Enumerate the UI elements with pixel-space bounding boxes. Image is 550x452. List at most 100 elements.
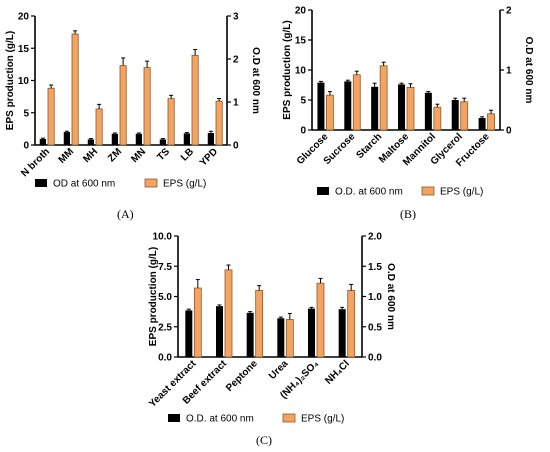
od-bar <box>87 139 94 145</box>
y2-axis-label: O.D at 600 nm <box>523 37 534 104</box>
od-bar <box>451 100 459 130</box>
od-bar <box>424 92 432 130</box>
legend-swatch-eps <box>421 186 435 196</box>
category-label: MN <box>129 146 148 165</box>
left-tick-label: 20 <box>18 12 30 23</box>
od-bar <box>63 132 70 145</box>
left-tick-label: 0 <box>300 126 306 137</box>
legend-swatch-od <box>35 179 47 187</box>
left-tick-label: 2.5 <box>158 322 172 333</box>
y2-axis-label: O.D at 600 nm <box>385 263 396 330</box>
eps-bar <box>167 98 175 146</box>
left-tick-label: 10 <box>18 76 30 87</box>
category-label: MM <box>57 146 77 166</box>
left-tick-label: 15 <box>18 44 30 55</box>
legend: O.D. at 600 nm EPS (g/L) <box>317 187 483 198</box>
od-bar <box>216 306 223 357</box>
od-bar <box>246 312 254 357</box>
category-label: MH <box>81 146 100 165</box>
eps-bar <box>47 87 55 146</box>
od-bar <box>183 133 190 145</box>
legend: OD at 600 nm EPS (g/L) <box>35 179 206 190</box>
right-tick-label: 1.5 <box>368 262 382 273</box>
eps-bar <box>406 87 415 131</box>
right-tick-label: 3 <box>233 12 239 23</box>
eps-bar <box>460 101 469 131</box>
eps-bar <box>215 100 223 146</box>
eps-bar <box>352 74 361 131</box>
od-bar <box>371 86 379 130</box>
eps-bar <box>487 113 495 131</box>
right-tick-label: 0 <box>233 141 239 152</box>
left-tick-label: 15 <box>295 36 307 47</box>
legend-label-eps: EPS (g/L) <box>440 187 483 198</box>
right-tick-label: 1.0 <box>368 292 382 303</box>
legend-swatch-od <box>317 187 329 195</box>
od-bar <box>277 318 285 357</box>
caption-b: (B) <box>400 207 416 221</box>
legend-swatch-od <box>168 414 180 422</box>
y-axis-label: EPS production (g/L) <box>148 247 159 346</box>
od-bar <box>338 309 346 357</box>
eps-bar <box>224 269 233 358</box>
category-label: Peptone <box>224 358 260 394</box>
right-tick-label: 2 <box>233 55 239 66</box>
chart-c: 0.0 2.5 5.0 7.5 10.0 0.0 0.5 1.0 1.5 2.0 EPS produ… <box>147 232 396 425</box>
category-label: NH₄Cl <box>323 358 352 387</box>
left-tick-label: 7.5 <box>158 262 172 273</box>
od-bar <box>135 133 142 145</box>
od-bar <box>159 139 166 145</box>
caption-c: (C) <box>256 433 272 447</box>
category-label: Urea <box>267 358 291 382</box>
eps-bar <box>255 290 264 358</box>
od-bar <box>308 308 315 357</box>
legend: O.D. at 600 nm EPS (g/L) <box>168 414 344 425</box>
eps-bar <box>193 287 202 358</box>
right-tick-label: 1 <box>233 98 239 109</box>
od-bar <box>207 132 214 145</box>
chart-b: 0 5 10 15 20 0 1 2 EPS production (g/L) O.D at 60… <box>282 6 534 198</box>
right-tick-label: 0.5 <box>368 322 382 333</box>
eps-bar <box>119 65 127 146</box>
legend-label-eps: EPS (g/L) <box>163 179 206 190</box>
legend-label-od: O.D. at 600 nm <box>186 414 254 425</box>
legend-swatch-eps <box>282 413 296 423</box>
eps-bar <box>71 33 79 146</box>
left-tick-label: 5.0 <box>158 292 172 303</box>
category-label: ZM <box>106 146 124 164</box>
left-tick-label: 0 <box>23 141 29 152</box>
eps-bar <box>433 106 442 131</box>
y-axis-label: EPS production (g/L) <box>5 31 16 130</box>
right-tick-label: 0 <box>506 126 512 137</box>
category-label: TS <box>155 146 172 163</box>
od-bar <box>344 81 352 130</box>
chart-a: 0 5 10 15 20 0 1 2 3 EPS production (g/L) O.D at 6… <box>5 12 261 190</box>
od-bar <box>478 118 486 130</box>
left-tick-label: 10.0 <box>153 232 173 243</box>
y2-axis-label: O.D at 600 nm <box>250 47 261 114</box>
right-tick-label: 1 <box>506 66 512 77</box>
left-tick-label: 10 <box>295 66 307 77</box>
category-label: LB <box>179 146 196 163</box>
eps-bar <box>379 65 388 131</box>
caption-a: (A) <box>117 207 134 221</box>
eps-bar <box>316 282 325 358</box>
right-tick-label: 2 <box>506 6 512 17</box>
left-tick-label: 5 <box>23 108 29 119</box>
eps-bar <box>285 319 294 358</box>
right-tick-label: 2.0 <box>368 232 382 243</box>
od-bar <box>398 84 405 130</box>
right-tick-label: 0.0 <box>368 353 382 364</box>
eps-bar <box>347 290 356 358</box>
od-bar <box>185 310 193 357</box>
od-bar <box>111 133 118 145</box>
legend-label-od: OD at 600 nm <box>53 179 115 190</box>
eps-bar <box>326 94 334 131</box>
left-tick-label: 5 <box>300 96 306 107</box>
left-tick-label: 20 <box>295 6 307 17</box>
legend-label-eps: EPS (g/L) <box>301 414 344 425</box>
legend-swatch-eps <box>144 178 158 188</box>
od-bar <box>39 138 46 145</box>
eps-bar <box>143 67 151 146</box>
